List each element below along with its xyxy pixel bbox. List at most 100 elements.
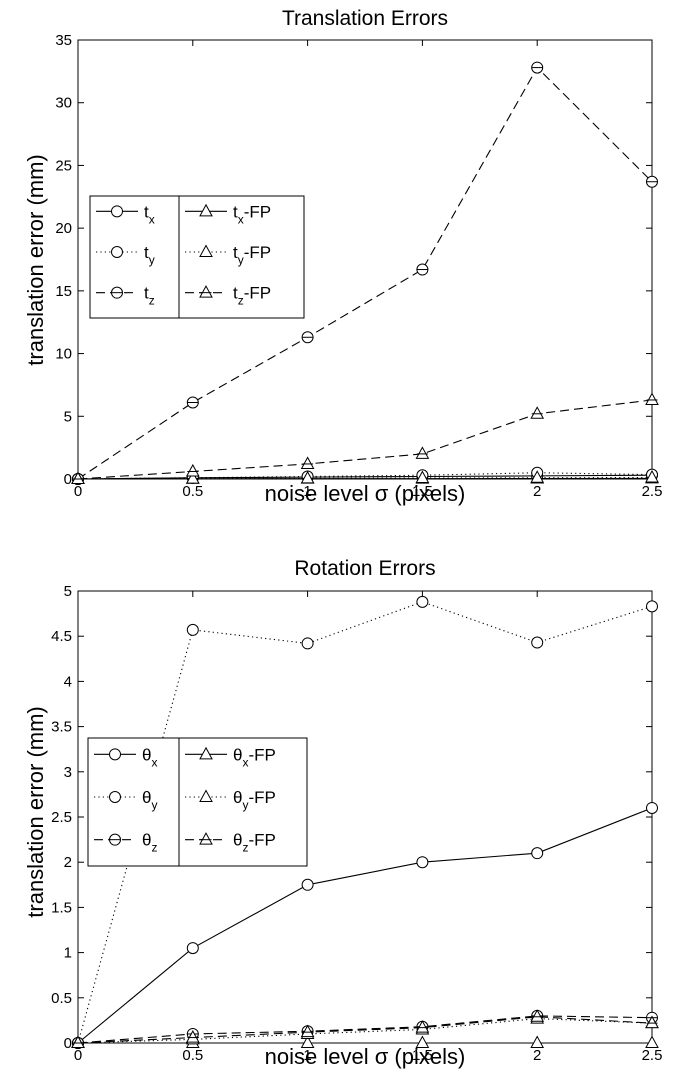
data-point — [645, 1015, 659, 1029]
series-line — [77, 66, 653, 480]
x-tick-label: 2.5 — [642, 483, 663, 500]
x-tick-label: 2 — [533, 483, 541, 500]
data-point — [415, 1035, 430, 1048]
data-point — [186, 623, 199, 636]
legend-label: ty — [144, 243, 155, 267]
legend-marker — [109, 791, 121, 803]
data-point — [416, 856, 429, 869]
series-line — [77, 476, 653, 480]
y-tick-label: 30 — [55, 95, 72, 112]
y-tick-label: 0.5 — [51, 990, 72, 1007]
series-5 — [71, 392, 659, 484]
legend-entry: θy — [94, 788, 157, 812]
y-axis-label: translation error (mm) — [23, 154, 48, 365]
series-2 — [72, 61, 658, 485]
series-line — [77, 399, 653, 480]
data-point — [301, 637, 314, 650]
series-line — [77, 474, 653, 480]
legend-entry: tx-FP — [185, 202, 271, 226]
data-point — [416, 595, 429, 608]
y-tick-label: 10 — [55, 346, 72, 363]
y-tick-label: 0 — [64, 471, 72, 488]
y-tick-label: 0 — [64, 1035, 72, 1052]
series-0 — [72, 801, 658, 1049]
x-tick-label: 0 — [74, 1047, 82, 1064]
legend-label: θy — [142, 788, 157, 812]
x-tick-label: 2.5 — [642, 1047, 663, 1064]
data-point — [415, 470, 430, 483]
legend-label: ty-FP — [233, 243, 271, 267]
y-tick-label: 15 — [55, 283, 72, 300]
legend-label: tz-FP — [233, 284, 271, 308]
y-axis-label: translation error (mm) — [23, 706, 48, 917]
axis-ticks: 0 0.5 1 1.5 2 2.5 0 5 10 15 20 25 30 35 — [55, 32, 662, 500]
legend-marker — [199, 244, 213, 257]
legend-label: θy-FP — [233, 788, 276, 812]
legend-marker — [109, 833, 121, 846]
legend-marker — [111, 205, 123, 218]
axis-ticks: 0 0.5 1 1.5 2 2.5 0 0.5 1 1.5 2 2.5 3 3.5 4 4.5 5 — [51, 583, 662, 1064]
translation-errors-chart: Translation Errors noise level σ (pixels… — [23, 7, 662, 506]
series-line — [77, 807, 653, 1044]
legend-entry: tx — [96, 202, 155, 226]
x-tick-label: 1 — [303, 1047, 311, 1064]
legend-entry: θz-FP — [185, 831, 276, 855]
data-point — [530, 470, 545, 483]
data-point — [300, 470, 315, 484]
y-tick-label: 35 — [55, 32, 72, 49]
x-tick-label: 2 — [533, 1047, 541, 1064]
data-point — [530, 406, 545, 419]
y-tick-label: 2 — [64, 854, 72, 871]
data-point — [300, 456, 315, 469]
x-axis-label: noise level σ (pixels) — [265, 1044, 466, 1069]
y-tick-label: 25 — [55, 157, 72, 174]
data-point — [531, 847, 544, 860]
series-5 — [71, 1009, 659, 1048]
y-tick-label: 3 — [64, 764, 72, 781]
data-point — [185, 471, 200, 484]
data-point — [185, 1030, 200, 1043]
legend-marker — [199, 746, 213, 760]
data-point — [645, 1035, 659, 1048]
data-point — [186, 942, 199, 955]
series-3 — [71, 1035, 659, 1048]
y-tick-label: 2.5 — [51, 809, 72, 826]
data-point — [415, 446, 430, 459]
legend-label: θz-FP — [233, 831, 276, 855]
data-point — [646, 801, 658, 814]
x-tick-label: 0 — [74, 483, 82, 500]
legend-entry: ty-FP — [185, 243, 271, 267]
data-point — [415, 1020, 430, 1033]
series-line — [77, 601, 653, 1044]
series-line — [77, 1016, 653, 1044]
legend-entry: θx — [94, 745, 157, 769]
data-point — [71, 1035, 85, 1048]
legend-marker — [199, 832, 213, 845]
legend-marker — [111, 246, 123, 258]
legend-marker — [199, 203, 213, 217]
x-tick-label: 0.5 — [182, 483, 203, 500]
data-point — [530, 1009, 545, 1022]
data-point — [530, 1035, 545, 1048]
data-point — [301, 331, 314, 344]
legend-label: θx-FP — [233, 745, 276, 769]
y-tick-label: 4 — [64, 673, 72, 690]
data-point — [645, 469, 659, 483]
legend-label: tx — [144, 202, 155, 226]
legend-entry: θz — [94, 831, 157, 855]
x-tick-label: 0.5 — [182, 1047, 203, 1064]
data-point — [301, 878, 314, 891]
x-axis-label: noise level σ (pixels) — [265, 481, 466, 506]
legend-box — [89, 195, 305, 319]
legend-marker — [199, 789, 213, 802]
legend-label: tz — [144, 284, 155, 308]
data-point — [185, 463, 200, 477]
legend-label: θx — [142, 745, 157, 769]
y-tick-label: 4.5 — [51, 628, 72, 645]
x-tick-label: 1.5 — [412, 483, 433, 500]
y-tick-label: 5 — [64, 408, 72, 425]
x-tick-label: 1 — [303, 483, 311, 500]
data-point — [531, 636, 544, 649]
data-point — [645, 392, 659, 405]
